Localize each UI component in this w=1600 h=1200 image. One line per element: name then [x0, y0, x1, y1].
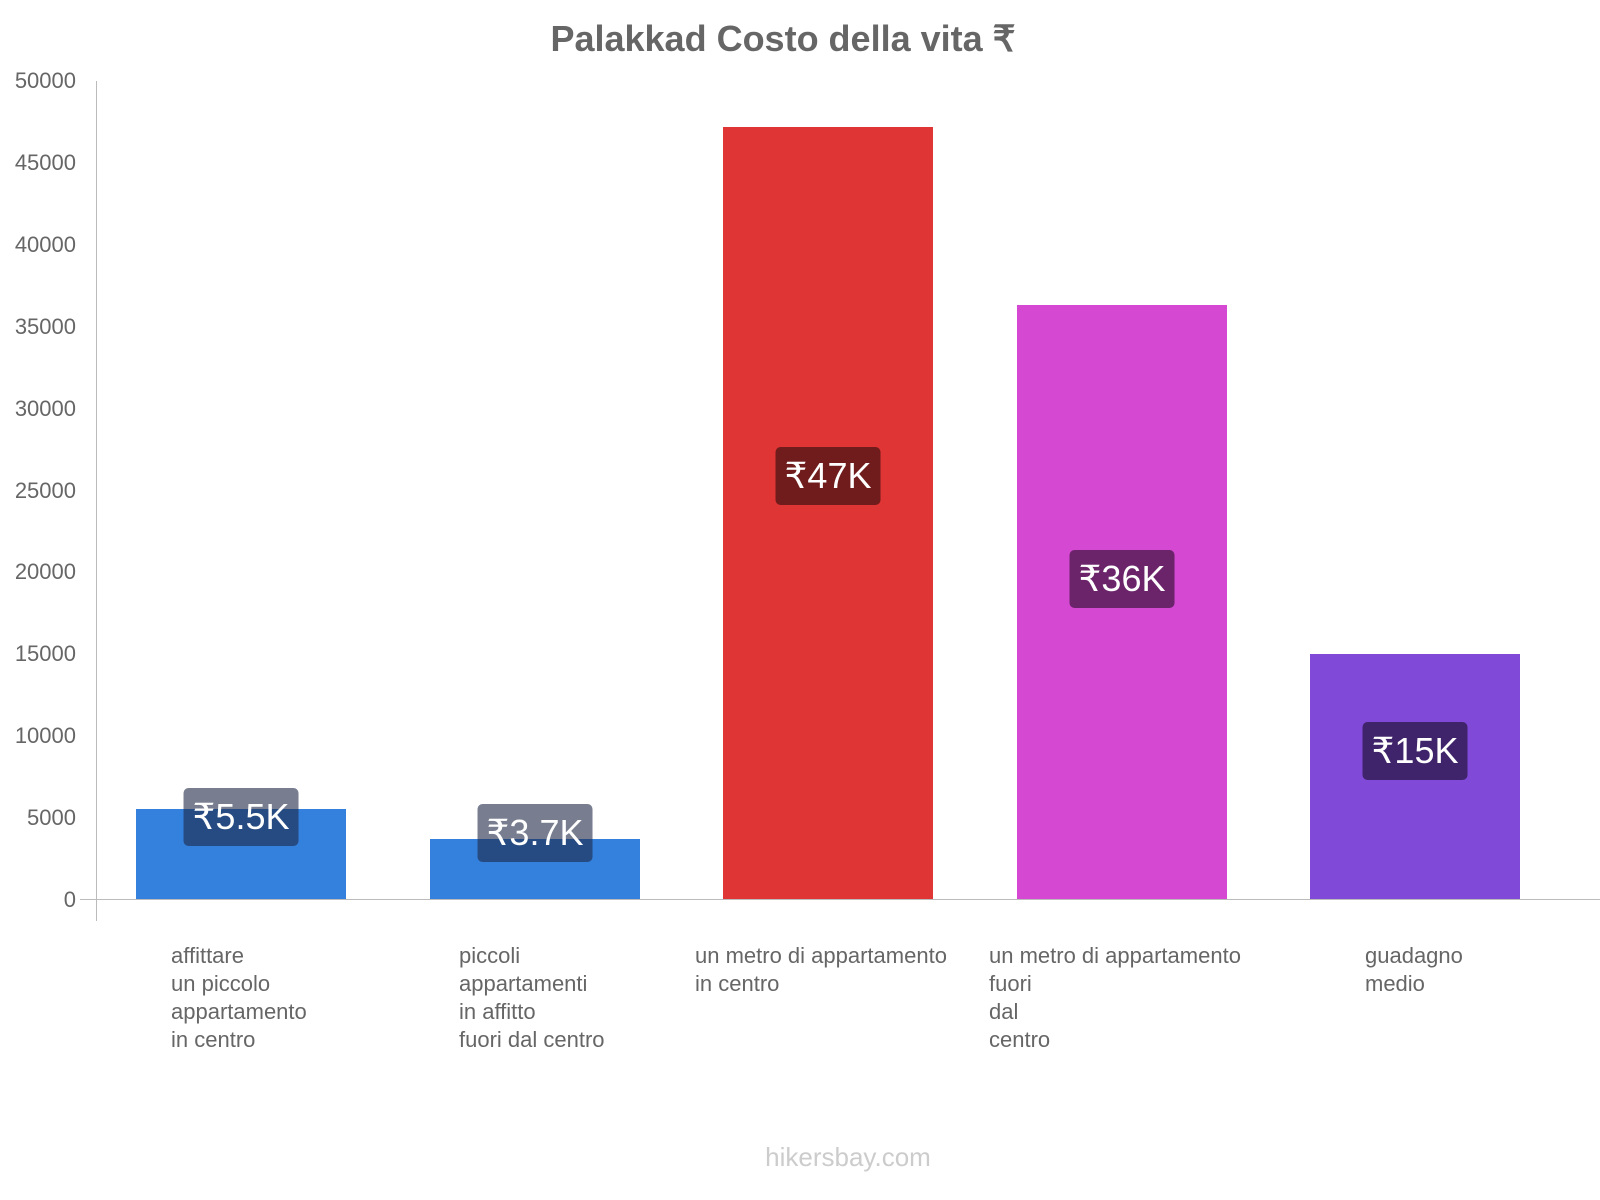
y-tick: 35000	[14, 314, 76, 339]
y-tick: 20000	[14, 559, 76, 584]
bar	[723, 126, 933, 899]
bar-value-label: ₹15K	[1362, 722, 1468, 781]
y-tick: 15000	[14, 641, 76, 666]
x-category-label: affittare un piccolo appartamento in cen…	[171, 943, 307, 1052]
y-tick: 50000	[14, 68, 76, 93]
watermark: hikersbay.com	[765, 1142, 931, 1172]
y-tick: 10000	[14, 723, 76, 748]
bar-value-label: ₹47K	[775, 446, 881, 505]
bar-value-label: ₹3.7K	[477, 804, 593, 862]
x-category-label: un metro di appartamento in centro	[695, 943, 947, 996]
x-axis-line	[80, 899, 1600, 900]
bar-value-label: ₹36K	[1069, 550, 1175, 609]
x-category-label: piccoli appartamenti in affitto fuori da…	[459, 943, 605, 1052]
bar-value-label: ₹5.5K	[183, 788, 299, 846]
y-tick: 40000	[14, 232, 76, 257]
y-tick: 5000	[27, 805, 76, 830]
x-category-label: guadagno medio	[1365, 943, 1463, 996]
chart-title: Palakkad Costo della vita ₹	[550, 18, 1016, 59]
y-tick: 30000	[14, 396, 76, 421]
y-tick: 45000	[14, 150, 76, 175]
y-tick: 25000	[14, 478, 76, 503]
x-category-label: un metro di appartamento fuori dal centr…	[989, 943, 1241, 1052]
y-axis-line	[96, 81, 97, 921]
y-tick: 0	[63, 887, 76, 912]
